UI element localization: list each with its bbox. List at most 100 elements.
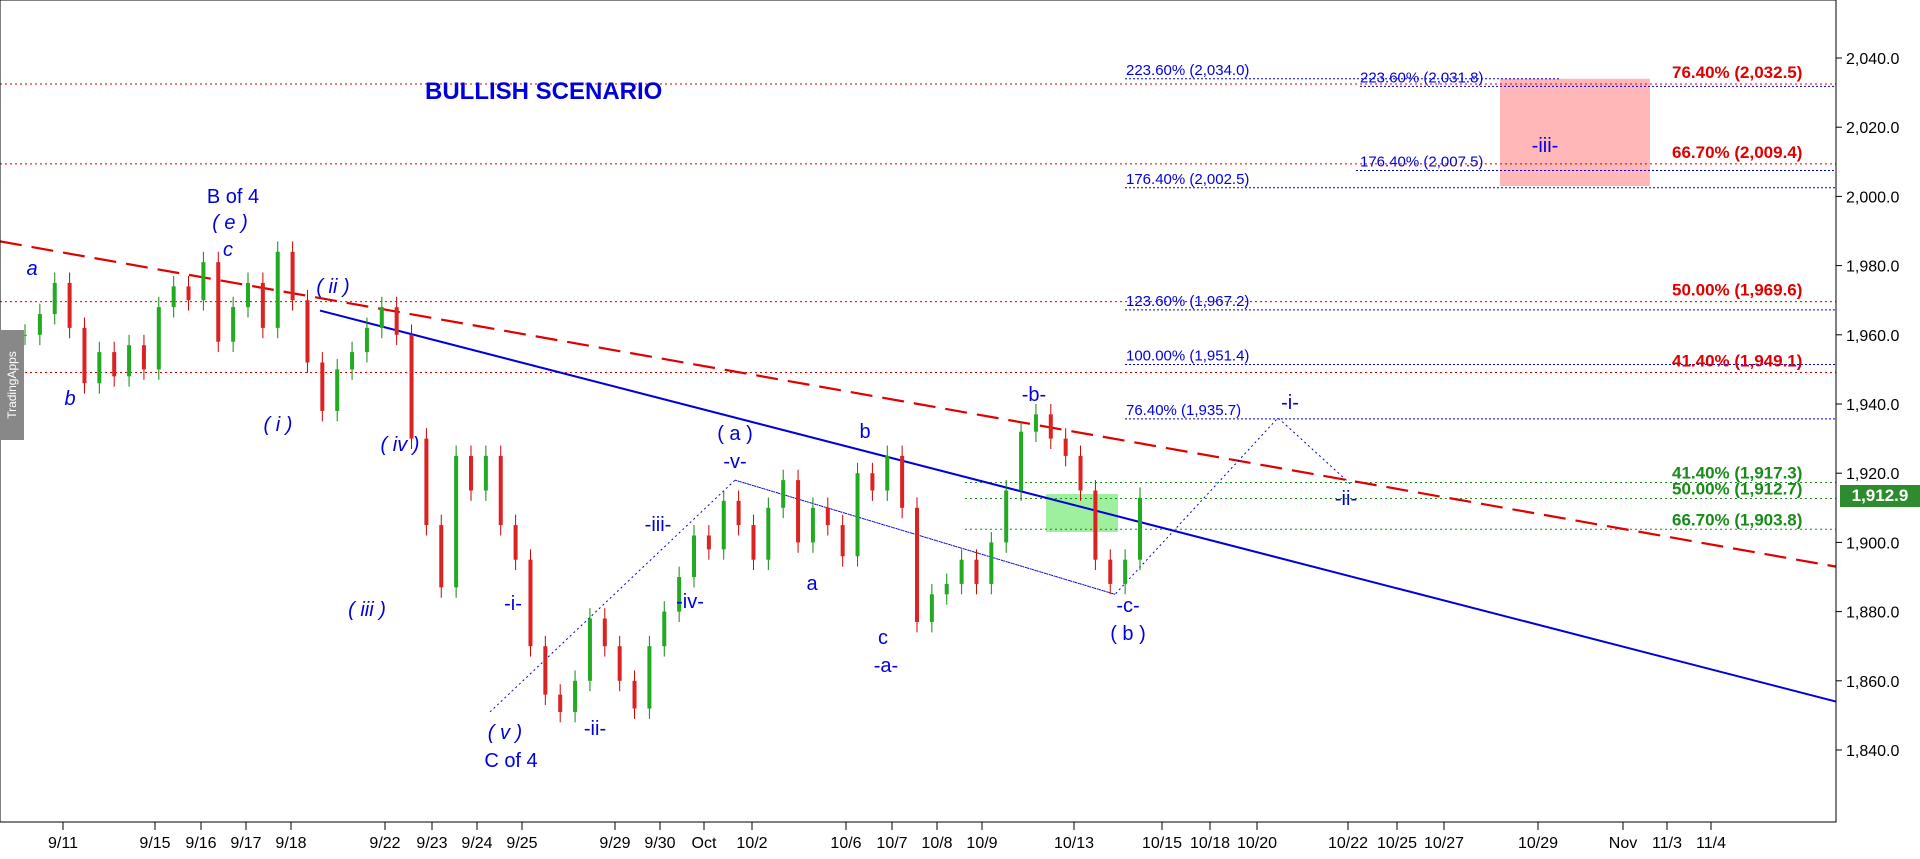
price-bar-body	[855, 473, 860, 557]
price-bar-body	[721, 500, 726, 550]
wave-label: -ii-	[1335, 488, 1357, 510]
price-bar-body	[52, 282, 57, 315]
price-bar-body	[1123, 559, 1128, 584]
wave-label: b	[64, 388, 75, 410]
wave-label: c	[223, 239, 233, 261]
wave-label: ( a )	[717, 423, 753, 445]
x-tick-label: 9/22	[369, 835, 400, 852]
x-tick-label: 10/13	[1054, 835, 1094, 852]
price-bar-body	[706, 535, 711, 550]
price-bar-body	[201, 262, 206, 301]
x-tick-label: 9/16	[185, 835, 216, 852]
price-bar-body	[587, 618, 592, 681]
y-tick-label: 1,980.0	[1846, 259, 1899, 276]
x-tick-label: 10/29	[1518, 835, 1558, 852]
target-box-iii	[1500, 78, 1650, 187]
wave-label: -ii-	[584, 718, 606, 740]
wave-label: -b-	[1022, 384, 1046, 406]
wave-label: b	[859, 421, 870, 443]
x-tick-label: 10/6	[830, 835, 861, 852]
price-bar-body	[662, 611, 667, 647]
price-bar-body	[632, 680, 637, 709]
price-bar-body	[439, 525, 444, 588]
price-bar-body	[989, 542, 994, 584]
price-bar-body	[573, 680, 578, 712]
chart-title: BULLISH SCENARIO	[425, 78, 662, 105]
price-bar-body	[929, 594, 934, 622]
price-bar-body	[320, 362, 325, 411]
x-tick-label: 10/2	[736, 835, 767, 852]
wave-label: ( b )	[1110, 623, 1146, 645]
price-bar-body	[1048, 414, 1053, 439]
y-tick-label: 2,020.0	[1846, 120, 1899, 137]
price-bar-body	[260, 282, 265, 328]
x-tick-label: 9/24	[461, 835, 492, 852]
price-bar-body	[97, 352, 102, 384]
wave-label: ( iv )	[381, 434, 420, 456]
x-tick-label: 11/3	[1652, 835, 1682, 852]
fib-blue-label: 123.60% (1,967.2)	[1126, 293, 1249, 310]
x-tick-label: 10/20	[1237, 835, 1277, 852]
x-tick-label: Nov	[1609, 835, 1637, 852]
wave-label: -v-	[723, 451, 746, 473]
x-tick-label: 9/25	[506, 835, 537, 852]
projection-path	[489, 417, 1351, 713]
price-bar-body	[483, 455, 488, 491]
price-bar-body	[127, 345, 132, 377]
x-tick-label: 9/15	[139, 835, 170, 852]
y-tick-label: 1,840.0	[1846, 743, 1899, 760]
trend-lines	[0, 240, 1837, 713]
x-tick-label: 10/18	[1190, 835, 1230, 852]
last-price-badge: 1,912.9	[1840, 485, 1920, 507]
wave-label: ( v )	[488, 722, 522, 744]
price-bar-body	[335, 369, 340, 411]
price-bar-body	[275, 251, 280, 328]
wave-label: C of 4	[484, 750, 537, 772]
wave-labels: a b B of 4 ( e ) c ( ii ) ( i ) ( iv ) ( iii ) ( …	[26, 135, 1558, 772]
price-bar-body	[454, 455, 459, 588]
price-bar-body	[944, 583, 949, 595]
price-bar-body	[1033, 414, 1038, 432]
price-bar-body	[23, 334, 27, 336]
price-bar-body	[766, 507, 771, 560]
price-bar-body	[647, 646, 652, 709]
blue-trendline	[319, 309, 1837, 703]
price-bar-body	[379, 307, 384, 328]
price-bar-body	[186, 286, 191, 301]
wave-label: -iii-	[1532, 135, 1559, 157]
price-bar-body	[781, 480, 786, 508]
wave-label: a	[806, 573, 818, 595]
y-tick-label: 1,960.0	[1846, 328, 1899, 345]
x-tick-label: 9/17	[230, 835, 261, 852]
wave-label: -i-	[504, 593, 522, 615]
price-bar-body	[246, 282, 250, 308]
fib-blue-label: 176.40% (2,007.5)	[1360, 153, 1483, 170]
price-bar-body	[885, 455, 890, 491]
y-tick-label: 1,860.0	[1846, 674, 1899, 691]
fib-blue-label: 176.40% (2,002.5)	[1126, 171, 1249, 188]
price-bar-body	[974, 559, 979, 584]
y-tick-label: 1,880.0	[1846, 605, 1899, 622]
price-bar-body	[394, 307, 399, 335]
price-bar-body	[231, 307, 236, 342]
price-bar-body	[1063, 438, 1068, 456]
price-bar-body	[171, 286, 176, 308]
price-bar-body	[67, 282, 72, 328]
price-bar-body	[305, 300, 310, 363]
x-tick-label: 10/8	[921, 835, 952, 852]
fib-blue-label: 100.00% (1,951.4)	[1126, 348, 1249, 365]
wave-label: a	[26, 258, 37, 280]
wave-label: ( ii )	[316, 276, 349, 298]
x-tick-label: 9/18	[275, 835, 306, 852]
y-tick-label: 1,900.0	[1846, 535, 1899, 552]
x-tick-label: 9/23	[416, 835, 447, 852]
fib-red-label: 76.40% (2,032.5)	[1672, 63, 1802, 82]
x-tick-label: 10/9	[966, 835, 997, 852]
price-bar-body	[900, 455, 905, 508]
price-bar-body	[364, 327, 369, 353]
price-bar-body	[290, 251, 295, 301]
x-tick-label: 10/27	[1424, 835, 1464, 852]
price-bar-body	[543, 646, 548, 695]
wave-label: -iii-	[645, 514, 672, 536]
fibonacci-levels: 223.60% (2,034.0) 223.60% (2,031.8) 176.40…	[0, 62, 1836, 530]
